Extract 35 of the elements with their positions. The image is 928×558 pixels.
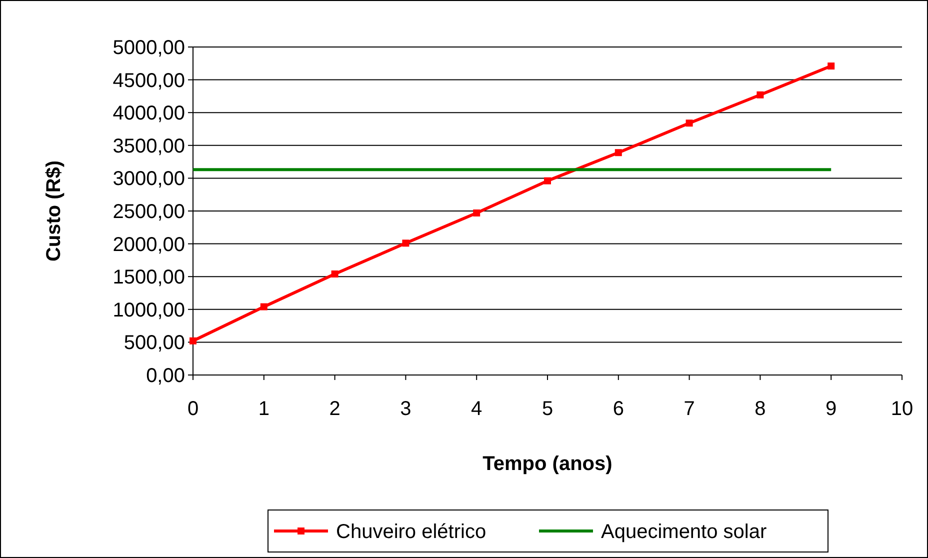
y-tick-label: 500,00 (124, 332, 185, 354)
y-tick-label: 1500,00 (112, 266, 185, 289)
legend-label: Chuveiro elétrico (336, 521, 486, 543)
point (473, 209, 480, 216)
y-tick-label: 2000,00 (112, 234, 185, 256)
x-tick-label: 9 (826, 398, 837, 420)
x-tick-label: 4 (471, 398, 482, 420)
x-tick-label: 5 (542, 398, 554, 420)
point (756, 91, 764, 98)
y-axis-title: Custo (R$) (43, 160, 65, 262)
y-tick-label: 3000,00 (112, 168, 185, 190)
x-tick-label: 0 (187, 398, 199, 420)
point (614, 149, 622, 156)
y-tick-label: 2500,00 (112, 201, 185, 223)
y-tick-label: 1000,00 (112, 299, 185, 322)
x-tick-label: 10 (890, 398, 914, 420)
x-tick-label: 1 (258, 398, 270, 420)
y-tick-label: 4000,00 (112, 102, 185, 125)
point (402, 240, 410, 247)
point (260, 303, 268, 310)
point (686, 120, 693, 127)
x-axis-title: Tempo (anos) (482, 453, 612, 475)
point (544, 177, 551, 184)
point (331, 270, 338, 278)
x-tick-label: 8 (754, 398, 766, 420)
x-tick-label: 7 (684, 398, 695, 420)
y-tick-label: 0,00 (146, 365, 185, 387)
x-tick-label: 2 (329, 398, 340, 420)
x-tick-label: 3 (400, 398, 412, 420)
legend-label: Aquecimento solar (601, 521, 767, 543)
y-tick-label: 4500,00 (112, 70, 185, 92)
y-tick-label: 5000,00 (112, 37, 185, 59)
y-tick-label: 3500,00 (112, 135, 185, 158)
point (828, 62, 835, 70)
x-tick-label: 6 (612, 398, 624, 420)
